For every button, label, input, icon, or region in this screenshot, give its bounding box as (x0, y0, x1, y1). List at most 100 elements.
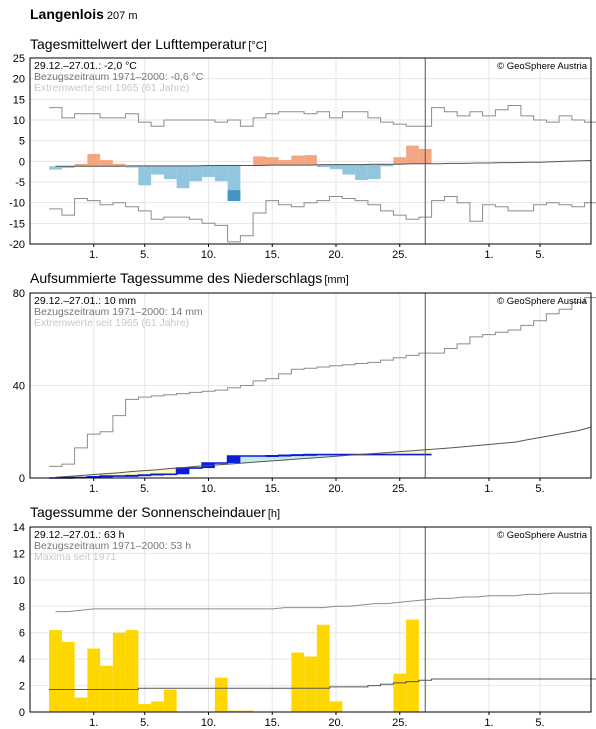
precip-anomaly-bar (406, 450, 419, 455)
info-reference-period: Bezugszeitraum 1971–2000: 14 mm (34, 306, 203, 318)
temperature-anomaly-bar (87, 153, 101, 167)
temperature-anomaly-bar (112, 163, 126, 167)
y-tick-label: 12 (13, 548, 25, 560)
precip-anomaly-bar (393, 451, 407, 455)
temperature-anomaly-bar (393, 157, 407, 165)
sunshine-bar (87, 648, 101, 712)
y-tick-label: -15 (9, 218, 25, 230)
copyright-label: © GeoSphere Austria (497, 530, 588, 541)
sunshine-bar (74, 697, 88, 712)
y-tick-label: 20 (13, 74, 25, 86)
x-tick-label: 1. (89, 483, 98, 495)
info-reference-period: Bezugszeitraum 1971–2000: -0,6 °C (34, 71, 204, 83)
x-tick-label: 1. (484, 249, 493, 261)
precip-anomaly-bar (74, 475, 88, 478)
sunshine-bar (316, 624, 330, 712)
sunshine-bar (125, 630, 139, 712)
sunshine-bar (240, 710, 254, 712)
sunshine-bar (304, 656, 317, 712)
x-tick-label: 20. (328, 483, 343, 495)
y-tick-label: 10 (13, 115, 25, 127)
sunshine-normal-line (49, 678, 596, 690)
sunshine-max-line (55, 592, 591, 613)
temperature-anomaly-bar (125, 165, 139, 168)
temperature-anomaly-bar (49, 166, 62, 170)
x-tick-label: 20. (328, 717, 343, 729)
temperature-anomaly-bar (176, 165, 190, 189)
sunshine-bar (49, 630, 62, 712)
precip-normal-line (55, 426, 592, 478)
sunshine-bar (100, 665, 113, 712)
precip-anomaly-bar (112, 472, 126, 477)
temperature-anomaly-bar (151, 165, 164, 175)
precipitation-chart-title: Aufsummierte Tagessumme des Niederschlag… (30, 270, 349, 286)
precip-anomaly-bar (125, 471, 139, 476)
sunshine-bar (151, 701, 164, 712)
precip-anomaly-bar (265, 455, 279, 461)
x-tick-label: 1. (484, 483, 493, 495)
x-tick-label: 10. (201, 249, 216, 261)
y-tick-label: 0 (19, 473, 25, 485)
temperature-anomaly-bar (138, 165, 152, 186)
x-tick-label: 10. (201, 717, 216, 729)
sunshine-bar (406, 619, 419, 712)
precip-cumulative-line (49, 453, 432, 479)
info-current-period: 29.12.–27.01.: 63 h (34, 529, 125, 541)
precip-anomaly-bar (329, 454, 343, 457)
temperature-anomaly-bar (74, 163, 88, 167)
precip-anomaly-bar (87, 474, 101, 477)
precip-max-envelope (49, 297, 596, 467)
x-tick-label: 5. (535, 483, 544, 495)
x-tick-label: 1. (89, 249, 98, 261)
temperature-extreme-cold-bar (227, 190, 241, 202)
station-altitude: 207 m (106, 10, 138, 22)
temperature-anomaly-bar (202, 165, 215, 178)
temperature-anomaly-bar (355, 164, 368, 180)
precip-anomaly-bar (291, 454, 305, 460)
temperature-chart-title: Tagesmittelwert der Lufttemperatur [°C] (30, 36, 267, 52)
x-tick-label: 25. (392, 249, 407, 261)
x-tick-label: 5. (535, 249, 544, 261)
info-extreme-since: Extremwerte seit 1965 (61 Jahre) (34, 82, 189, 94)
temperature-anomaly-bar (214, 165, 228, 182)
temperature-normal-line (55, 160, 592, 167)
sunshine-bar (393, 673, 407, 712)
precip-anomaly-bar (240, 456, 254, 463)
info-extreme-since: Maxima seit 1971 (34, 551, 116, 563)
precip-anomaly-bar (253, 456, 266, 462)
x-tick-label: 20. (328, 249, 343, 261)
precip-anomaly-bar (151, 469, 164, 475)
precipitation-title-unit: [mm] (324, 274, 349, 286)
station-header: Langenlois 207 m (30, 6, 137, 22)
info-reference-period: Bezugszeitraum 1971–2000: 53 h (34, 540, 191, 552)
info-extreme-since: Extremwerte seit 1965 (61 Jahre) (34, 317, 189, 329)
temperature-anomaly-bar (265, 157, 279, 166)
x-tick-label: 15. (265, 249, 280, 261)
x-tick-label: 1. (484, 717, 493, 729)
sunshine-bar (112, 632, 126, 712)
temperature-anomaly-bar (316, 164, 330, 168)
temperature-anomaly-bar (342, 164, 356, 175)
y-tick-label: 14 (13, 522, 25, 534)
plot-frame (29, 526, 592, 713)
y-tick-label: 6 (19, 628, 25, 640)
x-tick-label: 5. (535, 717, 544, 729)
temperature-anomaly-bar (163, 165, 177, 180)
precip-anomaly-bar (278, 455, 292, 460)
y-tick-label: 8 (19, 601, 25, 613)
y-tick-label: 5 (19, 136, 25, 148)
x-tick-label: 15. (265, 717, 280, 729)
y-tick-label: 25 (13, 53, 25, 65)
temperature-anomaly-bar (329, 164, 343, 170)
temperature-anomaly-bar (380, 164, 394, 167)
sunshine-bar (163, 689, 177, 712)
temperature-anomaly-bar (367, 164, 381, 180)
sunshine-bar (291, 652, 305, 712)
y-tick-label: 10 (13, 575, 25, 587)
precip-anomaly-bar (316, 454, 330, 458)
temperature-anomaly-bar (304, 155, 317, 166)
copyright-label: © GeoSphere Austria (497, 61, 588, 72)
temperature-anomaly-bar (100, 160, 113, 167)
precip-anomaly-bar (138, 470, 152, 475)
